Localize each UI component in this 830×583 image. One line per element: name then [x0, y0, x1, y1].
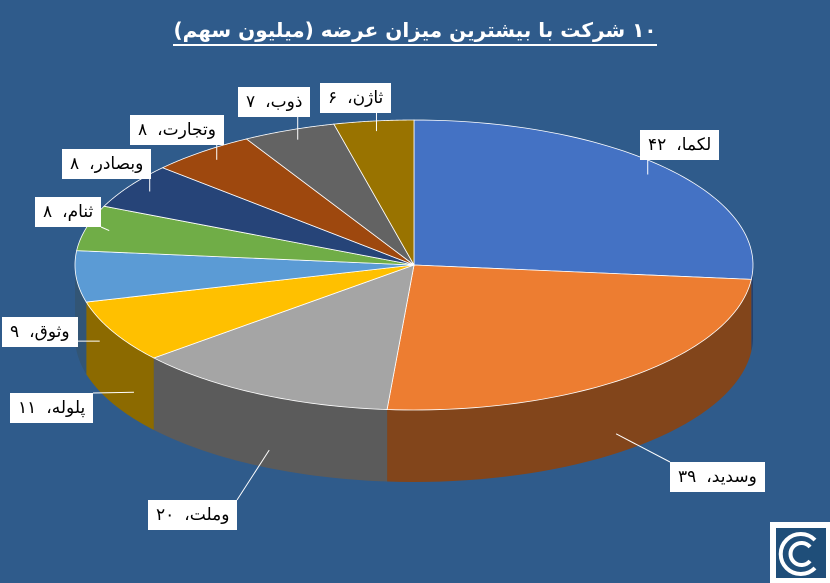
slice: [85, 264, 415, 359]
slice-side: [751, 265, 753, 352]
slice-tops: [74, 119, 754, 411]
leader-line: [100, 226, 110, 231]
title-text: ۱۰ شرکت با بیشترین میزان عرضه (میلیون سه…: [173, 18, 657, 46]
slice-side: [387, 279, 752, 482]
value-label: ۸: [70, 154, 80, 174]
label-separator: ،: [29, 322, 35, 342]
value-label: ۸: [43, 202, 53, 222]
label-separator: ،: [706, 467, 712, 487]
slice: [161, 138, 415, 266]
slice: [74, 250, 415, 303]
data-label: وسدید، ۳۹: [670, 462, 765, 492]
value-label: ۸: [138, 120, 148, 140]
value-label: ۷: [246, 92, 256, 112]
value-label: ۳۹: [678, 467, 697, 487]
data-label: ثنام، ۸: [35, 197, 102, 227]
data-label: پلوله، ۱۱: [10, 393, 94, 423]
value-label: ۶: [328, 88, 338, 108]
category-name: وثوق: [34, 322, 70, 342]
category-name: ثاژن: [352, 88, 384, 108]
slice: [103, 167, 415, 266]
label-separator: ،: [347, 88, 353, 108]
data-label: لکما، ۴۲: [640, 130, 720, 160]
category-name: وملت: [189, 505, 230, 525]
slice-side: [75, 265, 87, 375]
label-separator: ،: [89, 154, 95, 174]
data-label: ثاژن، ۶: [320, 83, 392, 113]
value-label: ۲۰: [156, 505, 175, 525]
category-name: ثنام: [67, 202, 94, 222]
category-name: ذوب: [270, 92, 303, 112]
data-label: وبصادر، ۸: [62, 149, 152, 179]
category-name: وسدید: [711, 467, 757, 487]
data-label: ذوب، ۷: [238, 87, 311, 117]
slice: [386, 264, 752, 411]
data-label: وثوق، ۹: [2, 317, 78, 347]
label-separator: ،: [62, 202, 68, 222]
leader-line: [92, 391, 134, 394]
value-label: ۱۱: [18, 398, 37, 418]
label-separator: ،: [676, 135, 682, 155]
slice: [413, 119, 754, 280]
slice: [152, 264, 415, 410]
slice: [245, 123, 415, 266]
data-label: وملت، ۲۰: [148, 500, 238, 530]
logo: [770, 522, 830, 583]
value-label: ۹: [10, 322, 20, 342]
leader-line: [615, 433, 671, 463]
label-separator: ،: [184, 505, 190, 525]
label-separator: ،: [157, 120, 163, 140]
leaders: [78, 113, 671, 501]
category-name: وبصادر: [94, 154, 144, 174]
slice: [333, 119, 415, 267]
slice-sides: [75, 265, 753, 482]
slice-side: [153, 357, 388, 482]
category-name: لکما: [681, 135, 712, 155]
category-name: پلوله: [51, 398, 86, 418]
data-label: وتجارت، ۸: [130, 115, 224, 145]
leader-line: [236, 449, 270, 501]
value-label: ۴۲: [648, 135, 667, 155]
slice-side: [86, 302, 154, 430]
category-name: وتجارت: [162, 120, 216, 140]
chart-title: ۱۰ شرکت با بیشترین میزان عرضه (میلیون سه…: [0, 18, 830, 46]
label-separator: ،: [265, 92, 271, 112]
label-separator: ،: [46, 398, 52, 418]
